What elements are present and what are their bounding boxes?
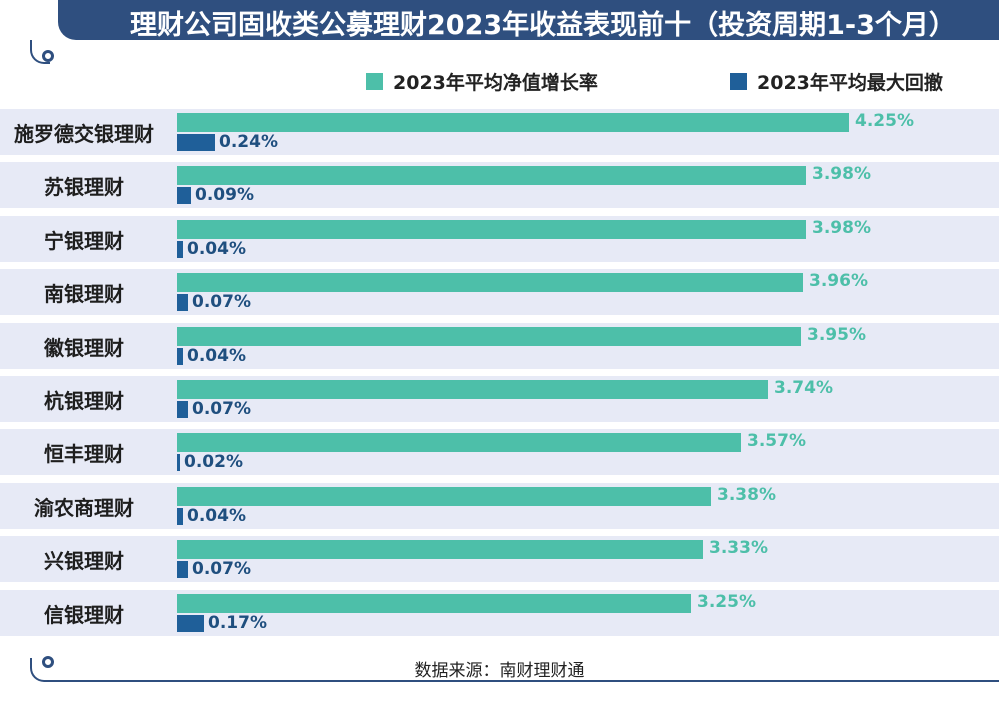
bottom-divider [50, 680, 999, 682]
bar-growth [177, 219, 806, 239]
category-label: 南银理财 [44, 282, 124, 307]
value-label-growth: 3.38% [717, 484, 776, 505]
legend-swatch-growth [366, 73, 383, 90]
value-label-growth: 3.98% [812, 164, 871, 185]
bar-growth [177, 273, 803, 293]
category-label: 杭银理财 [44, 389, 124, 413]
bar-drawdown [177, 134, 215, 151]
legend-item-drawdown: 2023年平均最大回撤 [730, 68, 943, 95]
bar-drawdown [177, 454, 180, 472]
legend-item-growth: 2023年平均净值增长率 [366, 68, 598, 95]
bar-drawdown [177, 187, 191, 205]
legend-label-growth: 2023年平均净值增长率 [393, 72, 598, 94]
bar-growth [177, 326, 801, 346]
bar-drawdown [177, 240, 183, 258]
value-label-growth: 3.57% [747, 431, 806, 452]
value-label-drawdown: 0.07% [192, 559, 251, 580]
bar-growth [177, 433, 741, 453]
legend-label-drawdown: 2023年平均最大回撤 [757, 72, 943, 94]
bar-growth [177, 166, 806, 186]
bar-drawdown [177, 561, 188, 579]
value-label-growth: 3.25% [697, 591, 756, 612]
bar-growth [177, 540, 703, 560]
value-label-growth: 3.96% [809, 271, 868, 292]
value-label-drawdown: 0.02% [184, 452, 243, 473]
value-label-drawdown: 0.24% [219, 132, 278, 152]
category-label: 兴银理财 [44, 549, 124, 574]
bar-growth [177, 486, 711, 506]
bar-drawdown [177, 614, 204, 632]
ring-icon-bottom [42, 656, 54, 668]
category-label: 渝农商理财 [34, 495, 134, 520]
legend-swatch-drawdown [730, 73, 747, 90]
category-label: 宁银理财 [44, 228, 124, 253]
category-label: 苏银理财 [44, 175, 124, 200]
value-label-drawdown: 0.17% [208, 612, 267, 633]
value-label-drawdown: 0.07% [192, 292, 251, 313]
value-label-growth: 4.25% [855, 111, 914, 131]
value-label-drawdown: 0.04% [187, 345, 246, 366]
value-label-drawdown: 0.07% [192, 399, 251, 419]
bar-drawdown [177, 401, 188, 418]
ring-icon-top [42, 50, 54, 62]
value-label-growth: 3.98% [812, 217, 871, 238]
data-source-note: 数据来源：南财理财通 [414, 661, 585, 681]
value-label-drawdown: 0.04% [187, 505, 246, 526]
category-label: 恒丰理财 [44, 442, 124, 467]
bar-growth [177, 593, 691, 613]
category-label: 施罗德交银理财 [14, 122, 154, 146]
value-label-growth: 3.33% [709, 538, 768, 559]
corner-hook-bottom [30, 658, 50, 682]
value-label-growth: 3.74% [774, 378, 833, 398]
bar-drawdown [177, 507, 183, 525]
category-label: 徽银理财 [44, 335, 124, 360]
title-bar: 理财公司固收类公募理财2023年收益表现前十（投资周期1-3个月） [58, 0, 999, 41]
chart-title: 理财公司固收类公募理财2023年收益表现前十（投资周期1-3个月） [130, 10, 956, 41]
value-label-growth: 3.95% [807, 324, 866, 345]
category-label: 信银理财 [44, 602, 124, 627]
bar-drawdown [177, 347, 183, 365]
corner-hook-top [30, 40, 50, 64]
bar-drawdown [177, 294, 188, 312]
bar-growth [177, 380, 768, 399]
bar-growth [177, 113, 849, 132]
value-label-drawdown: 0.09% [195, 185, 254, 206]
value-label-drawdown: 0.04% [187, 238, 246, 259]
